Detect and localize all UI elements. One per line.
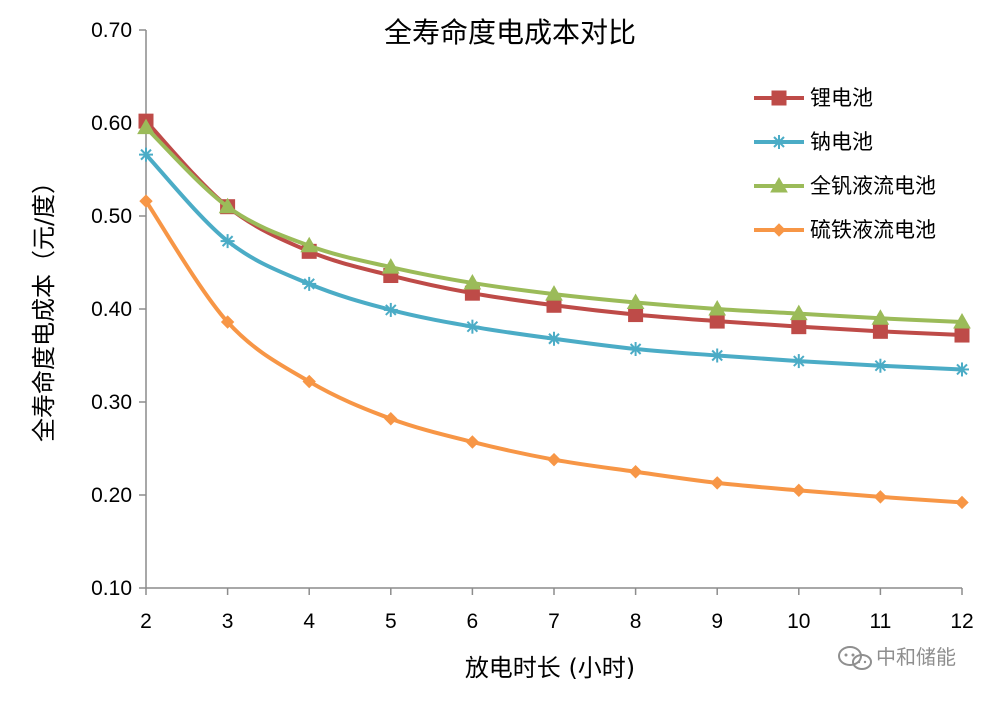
legend-marker xyxy=(772,223,786,237)
data-point xyxy=(710,348,725,363)
data-point xyxy=(789,304,808,321)
series-4 xyxy=(139,194,969,510)
legend-item: 全钒液流电池 xyxy=(754,174,936,198)
x-tick-label: 6 xyxy=(467,610,479,633)
x-tick-label: 7 xyxy=(548,610,560,633)
data-point xyxy=(547,331,561,346)
legend-marker xyxy=(772,135,786,149)
x-axis: 2 3 4 5 6 7 8 9 10 11 12 xyxy=(140,587,974,633)
data-point xyxy=(220,234,235,249)
data-point xyxy=(626,293,645,309)
legend-item: 钠电池 xyxy=(754,130,873,154)
data-point xyxy=(954,327,970,343)
series-layer xyxy=(137,113,971,510)
data-point xyxy=(955,362,969,377)
data-point xyxy=(463,273,482,290)
x-tick-label: 11 xyxy=(869,610,891,633)
data-point xyxy=(628,307,644,323)
data-point xyxy=(545,285,563,301)
legend-label: 硫铁液流电池 xyxy=(810,218,936,242)
data-point xyxy=(547,452,561,467)
series-3 xyxy=(137,118,971,329)
data-point xyxy=(710,476,724,490)
watermark: 中和储能 xyxy=(838,645,956,670)
y-axis: 0.10 0.20 0.30 0.40 0.50 0.60 0.70 xyxy=(91,19,147,600)
series-line xyxy=(144,199,964,505)
watermark-text: 中和储能 xyxy=(876,645,956,669)
data-point xyxy=(709,313,725,329)
y-tick-label: 0.50 xyxy=(91,205,132,228)
y-tick-label: 0.40 xyxy=(91,298,132,321)
y-tick-label: 0.70 xyxy=(91,19,132,42)
data-point xyxy=(871,309,890,325)
legend-label: 钠电池 xyxy=(810,130,873,154)
x-tick-label: 12 xyxy=(950,610,973,633)
y-tick-label: 0.20 xyxy=(91,484,132,507)
legend-label: 全钒液流电池 xyxy=(810,174,936,198)
legend-label: 锂电池 xyxy=(810,86,873,110)
data-point xyxy=(384,412,398,426)
data-point xyxy=(955,495,969,510)
data-point xyxy=(218,197,237,214)
x-axis-title: 放电时长 (小时) xyxy=(465,654,635,682)
data-point xyxy=(302,276,317,291)
chart-title: 全寿命度电成本对比 xyxy=(384,16,636,49)
x-tick-label: 8 xyxy=(630,610,642,633)
x-tick-label: 3 xyxy=(222,610,234,633)
data-point xyxy=(628,341,643,356)
data-point xyxy=(708,299,727,316)
data-point xyxy=(792,483,806,498)
data-point xyxy=(139,147,153,162)
data-point xyxy=(300,236,319,253)
legend-item: 硫铁液流电池 xyxy=(754,218,936,242)
data-point xyxy=(302,374,316,389)
data-point xyxy=(139,194,153,208)
series-2 xyxy=(139,147,969,377)
legend-marker xyxy=(770,176,788,193)
data-point xyxy=(137,118,155,135)
data-point xyxy=(465,319,480,334)
data-point xyxy=(220,315,235,329)
y-tick-label: 0.30 xyxy=(91,391,132,414)
wechat-icon xyxy=(838,646,872,670)
x-tick-label: 2 xyxy=(140,610,152,633)
data-point xyxy=(383,302,398,317)
y-axis-title: 全寿命度电成本（元/度） xyxy=(30,170,58,442)
data-point xyxy=(872,323,888,339)
legend-item: 锂电池 xyxy=(754,86,873,110)
x-tick-label: 10 xyxy=(787,610,810,633)
data-point xyxy=(953,313,971,329)
y-tick-label: 0.10 xyxy=(91,577,132,600)
data-point xyxy=(873,358,888,373)
data-point xyxy=(791,354,806,369)
x-tick-label: 5 xyxy=(385,610,397,633)
x-tick-label: 4 xyxy=(303,610,315,633)
data-point xyxy=(873,490,888,504)
data-point xyxy=(791,319,807,335)
data-point xyxy=(465,435,480,449)
data-point xyxy=(381,258,400,274)
data-point xyxy=(628,465,643,479)
x-tick-label: 9 xyxy=(711,610,723,633)
legend-marker xyxy=(771,90,787,106)
y-tick-label: 0.60 xyxy=(91,112,132,135)
